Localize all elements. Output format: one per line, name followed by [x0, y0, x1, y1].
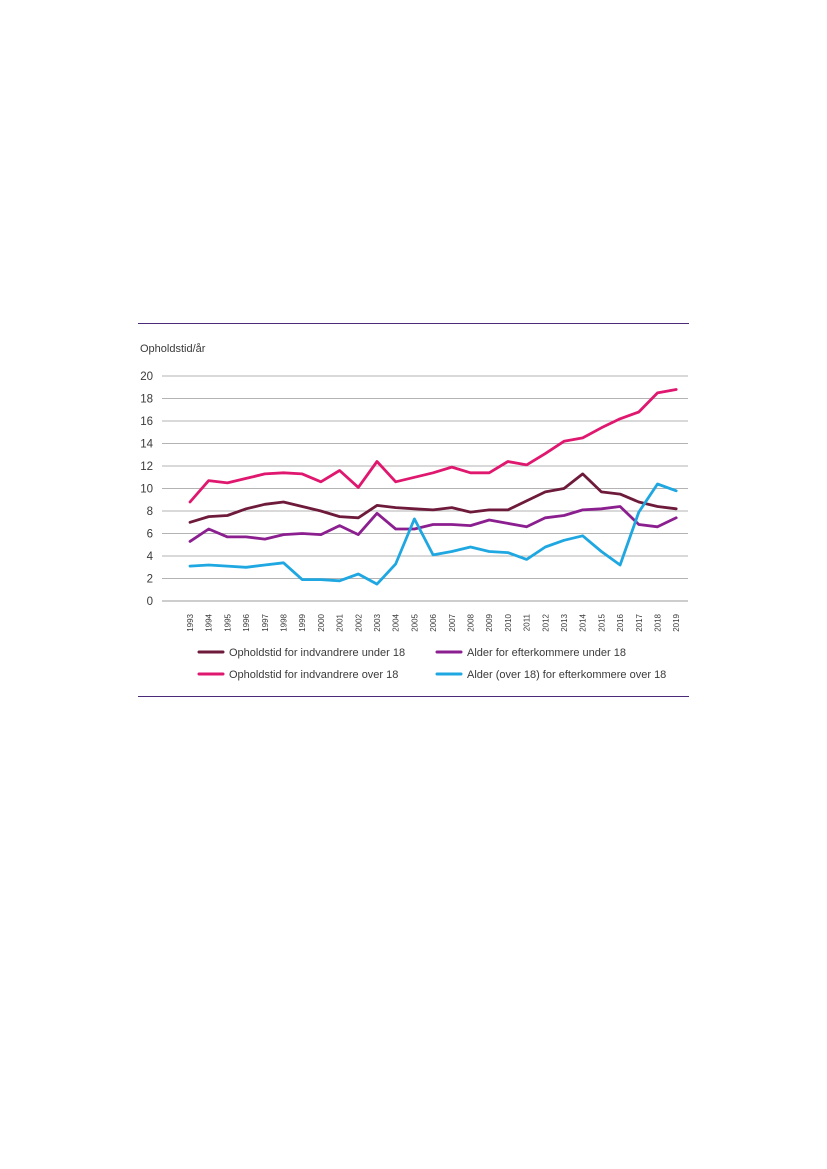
- x-tick-label: 2015: [597, 613, 606, 631]
- series-line-4: [188, 482, 678, 586]
- x-tick-label: 2019: [672, 613, 681, 631]
- x-tick-label: 2011: [523, 613, 532, 631]
- y-tick-label: 18: [140, 394, 153, 406]
- x-tick-label: 2004: [392, 613, 401, 631]
- legend-label-3: Opholdstid for indvandrere over 18: [229, 669, 398, 681]
- y-tick-label: 6: [147, 529, 153, 541]
- x-tick-label: 2010: [504, 613, 513, 631]
- series-line-3: [188, 388, 678, 504]
- y-axis-label: Opholdstid/år: [140, 343, 206, 355]
- x-tick-label: 1999: [298, 613, 307, 631]
- y-tick-label: 8: [147, 506, 153, 518]
- x-tick-label: 2006: [429, 613, 438, 631]
- x-tick-label: 2008: [467, 613, 476, 631]
- x-tick-label: 2009: [485, 613, 494, 631]
- y-tick-label: 0: [147, 596, 153, 608]
- x-tick-label: 1998: [280, 613, 289, 631]
- y-tick-label: 14: [140, 439, 153, 451]
- x-tick-label: 2002: [354, 613, 363, 631]
- x-tick-label: 1993: [186, 613, 195, 631]
- x-tick-label: 2014: [579, 613, 588, 631]
- x-tick-label: 2017: [635, 613, 644, 631]
- series-line-2: [188, 505, 678, 543]
- x-tick-label: 2001: [336, 613, 345, 631]
- series-lines: [188, 388, 678, 586]
- series-line-1: [188, 472, 678, 524]
- y-tick-label: 20: [140, 371, 153, 383]
- x-tick-label: 1997: [261, 613, 270, 631]
- x-tick-label: 1994: [205, 613, 214, 631]
- y-tick-labels: 0 2 4 6 8 10 12 14 16 18 20: [140, 371, 153, 608]
- legend-label-4: Alder (over 18) for efterkommere over 18: [467, 669, 666, 681]
- legend-label-2: Alder for efterkommere under 18: [467, 647, 626, 659]
- y-tick-label: 16: [140, 416, 153, 428]
- y-tick-label: 4: [147, 551, 154, 563]
- gridlines: [162, 375, 688, 602]
- x-tick-label: 1996: [242, 613, 251, 631]
- x-tick-label: 2000: [317, 613, 326, 631]
- top-rule: [138, 323, 689, 324]
- bottom-rule: [138, 696, 689, 697]
- legend-label-1: Opholdstid for indvandrere under 18: [229, 647, 405, 659]
- x-tick-label: 2007: [448, 613, 457, 631]
- x-tick-label: 2013: [560, 613, 569, 631]
- y-tick-label: 2: [147, 574, 153, 586]
- y-tick-label: 10: [140, 484, 153, 496]
- legend: Opholdstid for indvandrere under 18 Alder…: [197, 647, 666, 681]
- y-tick-label: 12: [140, 461, 153, 473]
- x-tick-label: 2016: [616, 613, 625, 631]
- x-tick-label: 2003: [373, 613, 382, 631]
- x-tick-label: 1995: [223, 613, 232, 631]
- x-tick-label: 2018: [654, 613, 663, 631]
- x-tick-labels: 1993 1994 1995 1996 1997 1998 1999 2000 2001 2002…: [186, 613, 681, 631]
- x-tick-label: 2012: [541, 613, 550, 631]
- x-tick-label: 2005: [410, 613, 419, 631]
